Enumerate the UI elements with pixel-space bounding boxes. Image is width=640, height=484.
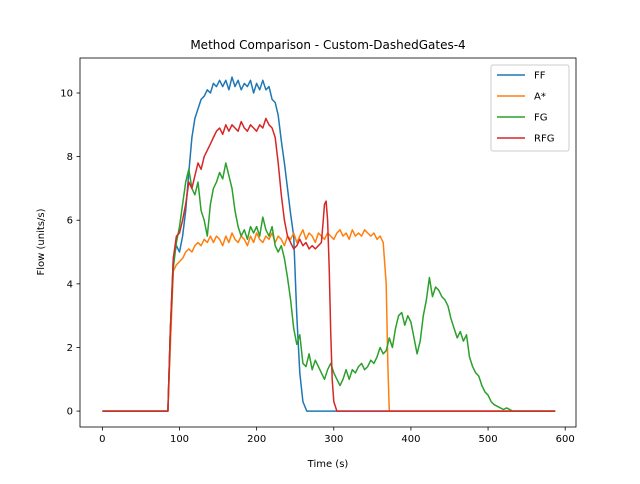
legend-box (490, 64, 570, 152)
y-tick-label: 4 (67, 279, 73, 290)
y-tick-label: 10 (60, 88, 73, 99)
x-tick-label: 100 (170, 434, 189, 445)
y-tick-label: 8 (67, 152, 73, 163)
chart-title: Method Comparison - Custom-DashedGates-4 (190, 38, 465, 52)
x-tick-label: 400 (401, 434, 420, 445)
x-tick-label: 300 (324, 434, 343, 445)
series-line-fg (102, 162, 556, 412)
legend-label: RFG (534, 134, 554, 145)
legend: FF A* FG RFG (490, 64, 570, 152)
x-tick-label: 0 (99, 434, 105, 445)
plot-area (102, 76, 556, 412)
x-axis-label: Time (s) (307, 459, 349, 470)
y-tick-label: 2 (67, 343, 73, 354)
x-axis-ticks: 0 100 200 300 400 500 600 (99, 427, 575, 445)
x-tick-label: 200 (247, 434, 266, 445)
axes-frame (79, 57, 577, 428)
x-tick-label: 600 (556, 434, 575, 445)
legend-label: A* (534, 92, 546, 103)
y-axis-label: Flow (units/s) (36, 208, 47, 275)
series-line-astar (102, 229, 556, 412)
series-line-rfg (102, 117, 556, 412)
y-axis-ticks: 0 2 4 6 8 10 (60, 88, 80, 418)
legend-label: FF (534, 71, 546, 82)
x-tick-label: 500 (479, 434, 498, 445)
legend-label: FG (534, 113, 548, 124)
y-tick-label: 6 (67, 216, 73, 227)
y-tick-label: 0 (67, 407, 73, 418)
